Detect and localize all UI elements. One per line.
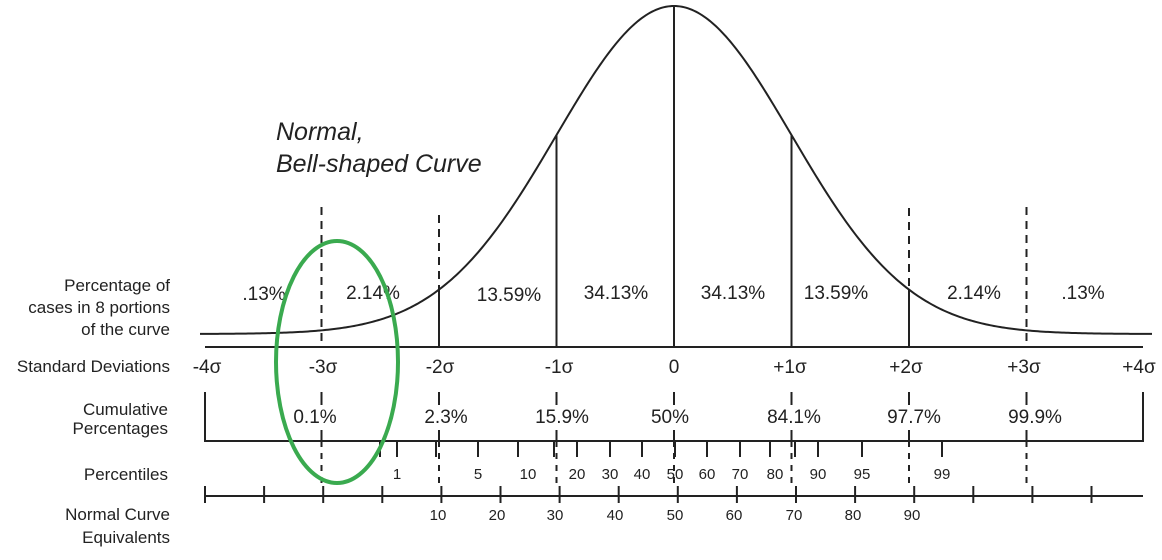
cumulative-percentages: 0.1% 2.3% 15.9% 50% 84.1% 97.7% 99.9% <box>293 407 1062 428</box>
diagram-title-line-2: Bell-shaped Curve <box>276 150 482 178</box>
percentile-70: 70 <box>732 466 749 483</box>
highlight-ellipse <box>274 239 400 485</box>
nce-40: 40 <box>607 507 624 524</box>
label-standard-deviations: Standard Deviations <box>17 357 170 376</box>
row-labels: Percentage of cases in 8 portions of the… <box>17 276 170 547</box>
percentile-30: 30 <box>602 466 619 483</box>
sd-label-minus-1: -1σ <box>545 357 574 378</box>
label-cumulative-line-2: Percentages <box>73 419 168 438</box>
cumulative-pct-3: 15.9% <box>535 407 589 428</box>
portion-pct-5: 34.13% <box>701 283 766 304</box>
cumulative-pct-7: 99.9% <box>1008 407 1062 428</box>
label-percentage-line-1: Percentage of <box>64 276 170 295</box>
nce-values: 10 20 30 40 50 60 70 80 90 <box>430 507 921 524</box>
percentile-10: 10 <box>520 466 537 483</box>
nce-ticks <box>204 486 1093 503</box>
sd-label-plus-1: +1σ <box>773 357 807 378</box>
lower-grid-lines <box>204 392 1144 484</box>
nce-10: 10 <box>430 507 447 524</box>
percentile-1: 1 <box>393 466 401 483</box>
percentile-60: 60 <box>699 466 716 483</box>
portion-pct-7: 2.14% <box>947 283 1001 304</box>
diagram-title-line-1: Normal, <box>276 118 364 146</box>
percentile-50: 50 <box>667 466 684 483</box>
cumulative-pct-2: 2.3% <box>424 407 467 428</box>
cumulative-pct-4: 50% <box>651 407 689 428</box>
sd-label-minus-2: -2σ <box>426 357 455 378</box>
percentile-80: 80 <box>767 466 784 483</box>
sd-label-plus-3: +3σ <box>1007 357 1041 378</box>
percentile-99: 99 <box>934 466 951 483</box>
label-percentiles: Percentiles <box>84 465 168 484</box>
percentile-40: 40 <box>634 466 651 483</box>
portion-pct-6: 13.59% <box>804 283 869 304</box>
std-dev-labels: -4σ -3σ -2σ -1σ 0 +1σ +2σ +3σ +4σ <box>193 357 1156 378</box>
sd-label-minus-4: -4σ <box>193 357 222 378</box>
nce-50: 50 <box>667 507 684 524</box>
nce-70: 70 <box>786 507 803 524</box>
percentile-20: 20 <box>569 466 586 483</box>
curve-dividers <box>320 6 1028 347</box>
portion-pct-8: .13% <box>1061 283 1104 304</box>
portion-pct-3: 13.59% <box>477 285 542 306</box>
portion-pct-2: 2.14% <box>346 283 400 304</box>
sd-label-zero: 0 <box>669 357 680 378</box>
label-cumulative-line-1: Cumulative <box>83 400 168 419</box>
percentile-95: 95 <box>854 466 871 483</box>
cumulative-pct-5: 84.1% <box>767 407 821 428</box>
percentile-values: 1 5 10 20 30 40 50 60 70 80 90 95 99 <box>393 466 951 483</box>
sd-label-minus-3: -3σ <box>309 357 338 378</box>
label-nce-line-2: Equivalents <box>82 528 170 547</box>
nce-90: 90 <box>904 507 921 524</box>
portion-pct-1: .13% <box>242 284 285 305</box>
sd-label-plus-4: +4σ <box>1122 357 1156 378</box>
nce-30: 30 <box>547 507 564 524</box>
percentile-5: 5 <box>474 466 482 483</box>
label-percentage-line-3: of the curve <box>81 320 170 339</box>
nce-20: 20 <box>489 507 506 524</box>
nce-80: 80 <box>845 507 862 524</box>
bell-curve <box>200 4 1153 335</box>
label-nce-line-1: Normal Curve <box>65 505 170 524</box>
label-percentage-line-2: cases in 8 portions <box>28 298 170 317</box>
cumulative-pct-6: 97.7% <box>887 407 941 428</box>
percentile-90: 90 <box>810 466 827 483</box>
percentile-ticks <box>379 441 943 457</box>
nce-60: 60 <box>726 507 743 524</box>
cumulative-pct-1: 0.1% <box>293 407 336 428</box>
sd-label-plus-2: +2σ <box>889 357 923 378</box>
portion-pct-4: 34.13% <box>584 283 649 304</box>
